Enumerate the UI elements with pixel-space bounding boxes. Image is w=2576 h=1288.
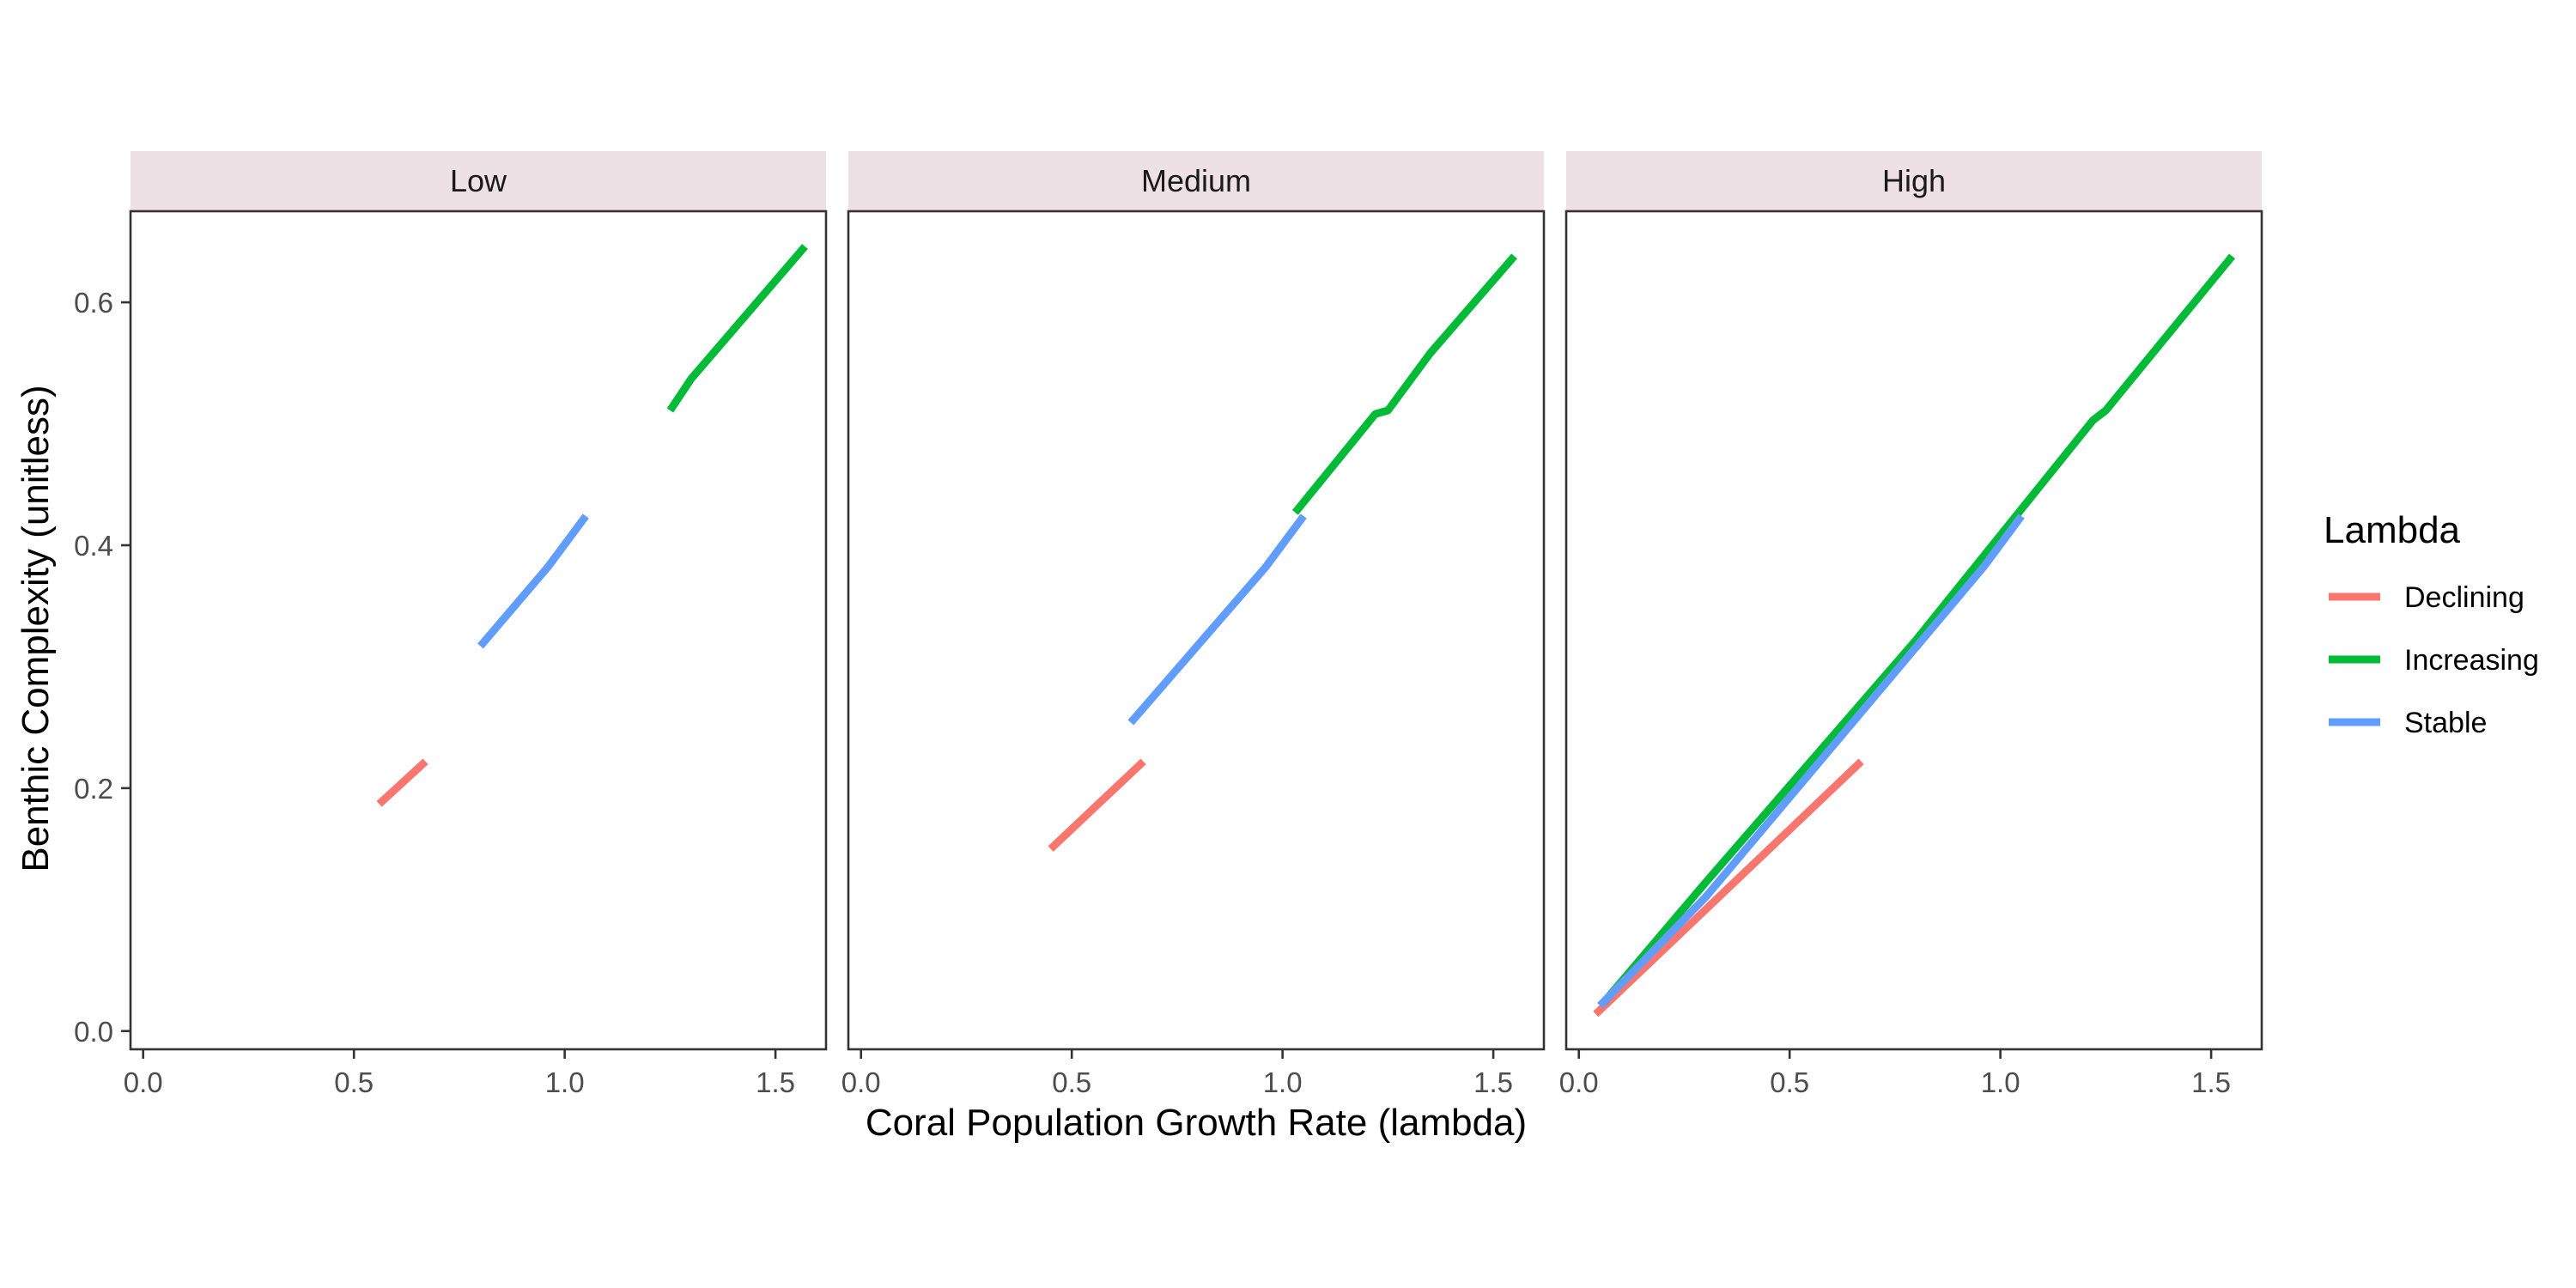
legend-title: Lambda (2324, 509, 2461, 551)
series-line-declining (376, 758, 428, 807)
x-tick-label: 0.0 (841, 1066, 881, 1098)
facet-panels: Low 0.0 0.5 1.0 1.5 0.0 0.2 0.4 0.6 Medium 0.0 0.5 1… (74, 151, 2263, 1098)
facet-strip-label: Low (450, 163, 507, 198)
panel-border (129, 210, 828, 1051)
x-tick-label: 0.5 (334, 1066, 374, 1098)
x-tick-label: 1.5 (756, 1066, 795, 1098)
x-tick-label: 0.0 (1559, 1066, 1599, 1098)
series-line-stable (1127, 513, 1307, 726)
facet-strip (1566, 151, 2262, 211)
y-tick-label: 0.0 (74, 1016, 113, 1048)
facet-high: High 0.0 0.5 1.0 1.5 (1559, 151, 2263, 1098)
series-line-increasing (1291, 253, 1518, 515)
facet-strip-label: High (1882, 163, 1946, 198)
facet-strip (131, 151, 826, 211)
y-tick-label: 0.6 (74, 287, 113, 319)
legend-label: Stable (2404, 707, 2487, 739)
x-tick-label: 1.0 (1981, 1066, 2020, 1098)
x-tick-label: 0.5 (1770, 1066, 1809, 1098)
legend: Lambda Declining Increasing Stable (2324, 509, 2539, 739)
facet-strip-label: Medium (1141, 163, 1251, 198)
y-tick-label: 0.2 (74, 773, 113, 805)
series-line-increasing (1601, 253, 2236, 1005)
x-tick-label: 0.0 (124, 1066, 163, 1098)
series-line-stable (1597, 513, 2025, 1009)
legend-item-stable: Stable (2329, 707, 2487, 739)
facet-strip (848, 151, 1544, 211)
legend-item-increasing: Increasing (2329, 644, 2539, 677)
series-line-declining (1593, 758, 1864, 1018)
x-tick-label: 1.0 (545, 1066, 585, 1098)
x-tick-label: 0.5 (1052, 1066, 1091, 1098)
x-axis-title: Coral Population Growth Rate (lambda) (866, 1102, 1527, 1144)
legend-label: Declining (2404, 581, 2524, 614)
facet-medium: Medium 0.0 0.5 1.0 1.5 (841, 151, 1546, 1098)
legend-label: Increasing (2404, 644, 2539, 677)
legend-item-declining: Declining (2329, 581, 2524, 614)
x-tick-label: 1.5 (1473, 1066, 1513, 1098)
y-axis-title: Benthic Complexity (unitless) (15, 385, 57, 872)
x-tick-label: 1.5 (2191, 1066, 2231, 1098)
x-tick-label: 1.0 (1263, 1066, 1303, 1098)
facet-low: Low 0.0 0.5 1.0 1.5 0.0 0.2 0.4 0.6 (74, 151, 828, 1098)
y-tick-label: 0.4 (74, 530, 113, 562)
series-line-increasing (666, 244, 808, 413)
series-line-stable (477, 513, 589, 649)
series-line-declining (1048, 758, 1146, 852)
